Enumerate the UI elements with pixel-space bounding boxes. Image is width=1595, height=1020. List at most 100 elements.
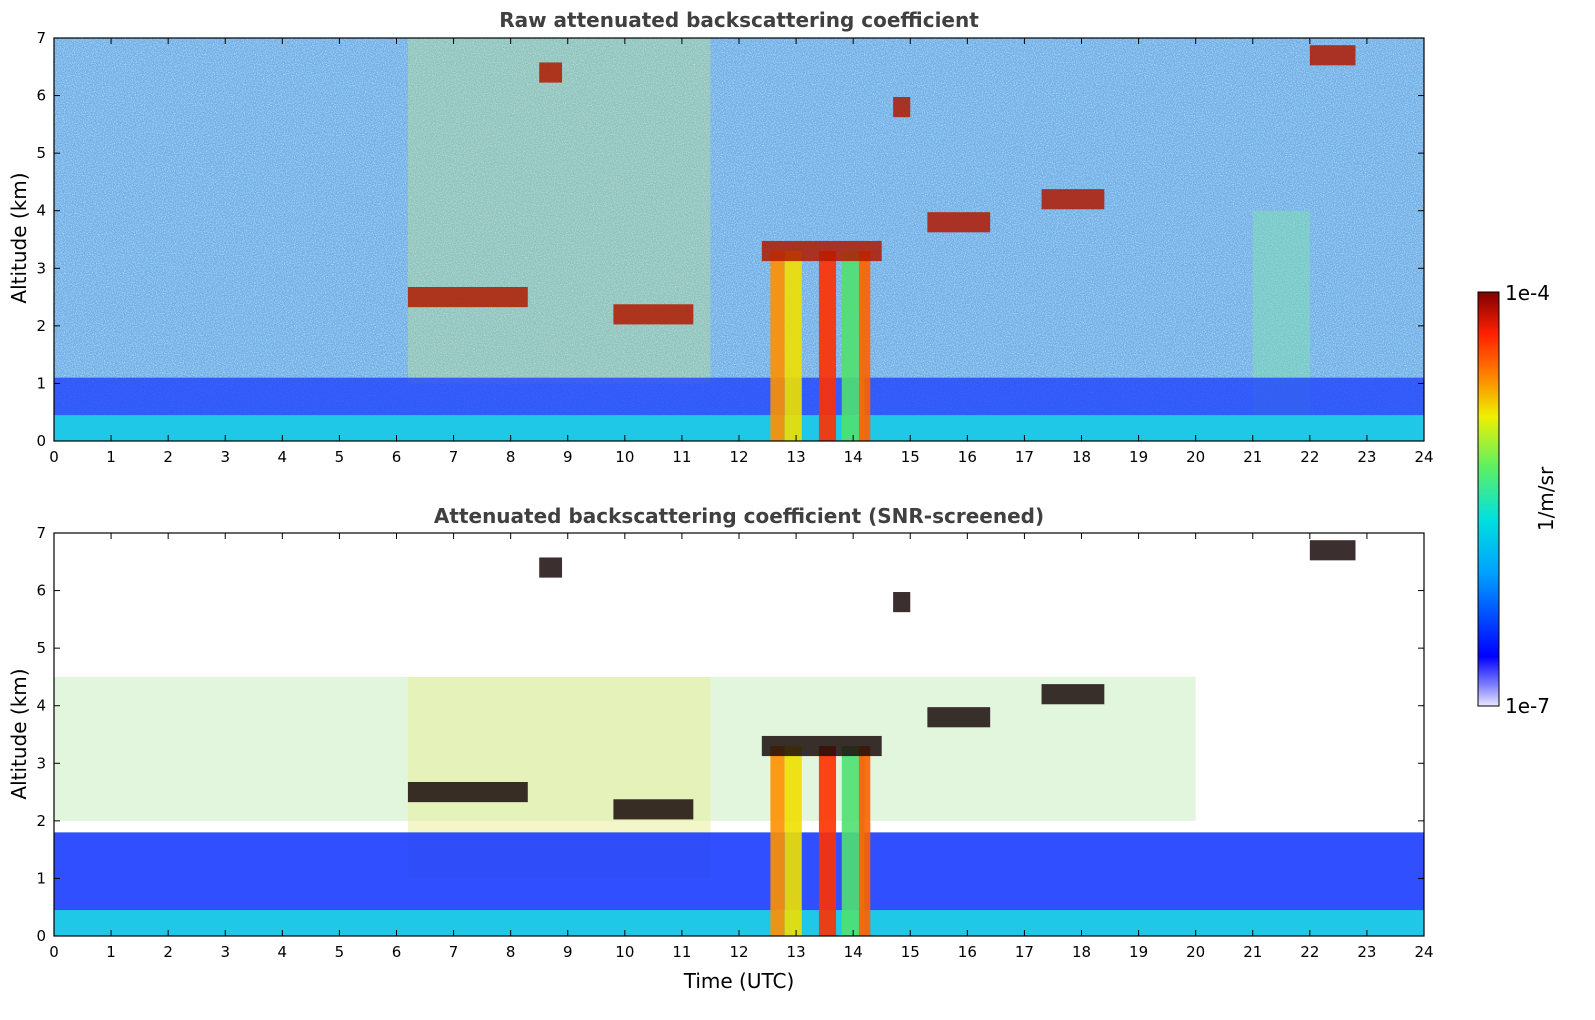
y-tick-label: 0 (36, 432, 46, 450)
y-tick-label: 5 (36, 639, 46, 657)
x-tick-label: 16 (958, 448, 977, 466)
x-tick-label: 7 (449, 448, 459, 466)
cloud-column (858, 251, 871, 441)
x-tick-label: 8 (506, 943, 516, 961)
x-tick-label: 23 (1357, 943, 1376, 961)
x-tick-label: 17 (1015, 448, 1034, 466)
x-tick-label: 11 (672, 943, 691, 961)
x-tick-label: 4 (278, 448, 288, 466)
x-tick-label: 13 (787, 448, 806, 466)
x-tick-label: 24 (1414, 943, 1433, 961)
cloud-column (784, 251, 802, 441)
x-tick-label: 10 (615, 943, 634, 961)
x-tick-label: 17 (1015, 943, 1034, 961)
cloud-layer (893, 592, 911, 613)
aerosol-band (407, 38, 711, 384)
plot-area: 0 1 2 3 4 5 6 7 8 9 10 11 12 13 14 15 16 17 18 19 20 21 22 23 24… (36, 29, 1433, 466)
y-tick-label: 4 (36, 202, 46, 220)
x-tick-label: 3 (220, 943, 230, 961)
cloud-layer (1309, 540, 1356, 561)
x-tick-label: 13 (787, 943, 806, 961)
raw-backscatter-panel: Raw attenuated backscattering coefficien… (7, 8, 1434, 466)
cloud-column (770, 251, 785, 441)
y-axis-label: Altitude (km) (7, 172, 31, 303)
cloud-layer (613, 304, 694, 325)
cloud-layer (539, 557, 563, 578)
x-tick-label: 18 (1072, 448, 1091, 466)
cloud-layer (539, 62, 563, 83)
cloud-layer (407, 781, 528, 803)
x-tick-label: 14 (844, 943, 863, 961)
x-tick-label: 16 (958, 943, 977, 961)
x-tick-label: 3 (220, 448, 230, 466)
x-tick-label: 19 (1129, 448, 1148, 466)
cloud-layer (1041, 189, 1105, 210)
x-tick-label: 5 (335, 943, 345, 961)
cloud-layer (927, 212, 991, 233)
panel-title: Attenuated backscattering coefficient (S… (434, 504, 1044, 528)
x-tick-label: 8 (506, 448, 516, 466)
x-tick-label: 12 (729, 943, 748, 961)
cloud-layer (407, 286, 528, 308)
x-tick-label: 22 (1300, 943, 1319, 961)
colorbar-max-label: 1e-4 (1505, 281, 1550, 305)
x-tick-label: 9 (563, 943, 573, 961)
cloud-column (770, 746, 785, 936)
cloud-layer (1041, 684, 1105, 705)
x-tick-label: 5 (335, 448, 345, 466)
y-tick-label: 1 (36, 869, 46, 887)
x-tick-label: 15 (901, 448, 920, 466)
x-tick-label: 6 (392, 448, 402, 466)
cloud-column (784, 746, 802, 936)
snr-screened-panel: Attenuated backscattering coefficient (S… (7, 504, 1434, 993)
backscatter-field (54, 533, 1424, 936)
y-tick-label: 2 (36, 812, 46, 830)
colorbar-unit-label: 1/m/sr (1534, 466, 1558, 531)
x-tick-label: 24 (1414, 448, 1433, 466)
x-tick-label: 4 (278, 943, 288, 961)
x-tick-label: 15 (901, 943, 920, 961)
x-axis-label: Time (UTC) (683, 969, 795, 993)
cloud-layer (927, 707, 991, 728)
x-tick-label: 9 (563, 448, 573, 466)
x-tick-label: 1 (106, 943, 116, 961)
plot-area: 0 1 2 3 4 5 6 7 8 9 10 11 12 13 14 15 16 17 18 19 20 21 22 23 24… (36, 524, 1433, 961)
panel-title: Raw attenuated backscattering coefficien… (499, 8, 979, 32)
y-tick-label: 3 (36, 259, 46, 277)
cloud-column (818, 251, 837, 441)
x-tick-label: 6 (392, 943, 402, 961)
cloud-layer (893, 97, 911, 118)
x-tick-label: 22 (1300, 448, 1319, 466)
x-tick-label: 19 (1129, 943, 1148, 961)
y-tick-label: 4 (36, 697, 46, 715)
x-tick-label: 10 (615, 448, 634, 466)
colorbar: 1e-4 1e-7 1/m/sr (1477, 281, 1558, 718)
x-tick-label: 14 (844, 448, 863, 466)
boundary-layer (54, 832, 1424, 925)
x-tick-label: 20 (1186, 943, 1205, 961)
x-tick-label: 21 (1243, 448, 1262, 466)
cloud-column (818, 746, 837, 936)
cloud-column (858, 746, 871, 936)
x-tick-label: 12 (729, 448, 748, 466)
y-tick-label: 1 (36, 374, 46, 392)
y-tick-label: 2 (36, 317, 46, 335)
y-tick-label: 0 (36, 927, 46, 945)
cloud-layer (761, 735, 882, 757)
colorbar-gradient (1477, 291, 1500, 707)
y-tick-label: 6 (36, 582, 46, 600)
x-tick-label: 0 (49, 943, 59, 961)
cloud-layer (761, 240, 882, 262)
x-tick-label: 20 (1186, 448, 1205, 466)
y-tick-label: 7 (36, 524, 46, 542)
x-tick-label: 2 (163, 448, 173, 466)
x-tick-label: 11 (672, 448, 691, 466)
x-tick-label: 1 (106, 448, 116, 466)
x-tick-label: 23 (1357, 448, 1376, 466)
backscatter-field (54, 38, 1424, 441)
y-tick-label: 7 (36, 29, 46, 47)
x-tick-label: 7 (449, 943, 459, 961)
x-tick-label: 2 (163, 943, 173, 961)
x-tick-label: 0 (49, 448, 59, 466)
